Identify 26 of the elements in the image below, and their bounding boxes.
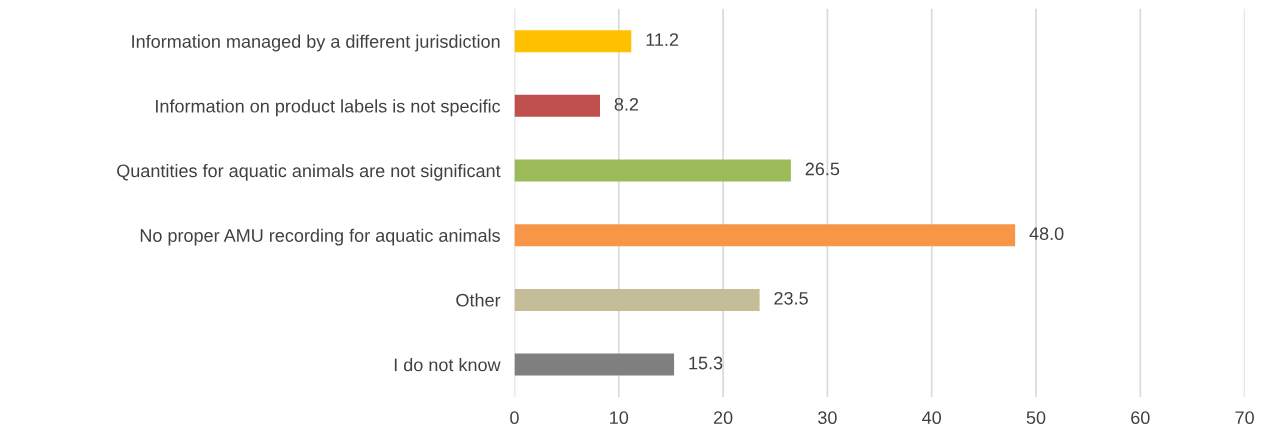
x-tick-label: 0 — [510, 411, 519, 425]
data-label: 48.0 — [1029, 227, 1064, 241]
bar — [514, 353, 675, 376]
data-label: 23.5 — [774, 291, 808, 305]
bar — [514, 159, 791, 182]
x-tick-label: 30 — [818, 411, 837, 425]
data-label: 11.2 — [646, 33, 679, 46]
x-tick-label: 50 — [1026, 411, 1046, 425]
x-tick-label: 60 — [1131, 411, 1150, 425]
data-label: 15.3 — [689, 356, 723, 370]
bar — [514, 94, 601, 117]
y-tick-label: No proper AMU recording for aquatic animals — [140, 228, 500, 246]
bar — [514, 30, 632, 53]
bar — [514, 224, 1016, 247]
y-tick-label: Quantities for aquatic animals are not significant — [117, 163, 501, 181]
bar — [514, 288, 760, 311]
data-label: 26.5 — [805, 162, 840, 176]
data-label: 8.2 — [614, 97, 639, 111]
x-tick-label: 40 — [922, 411, 942, 425]
x-tick-label: 20 — [713, 411, 733, 425]
y-tick-label: Other — [456, 293, 501, 307]
x-tick-label: 70 — [1235, 411, 1254, 425]
y-tick-label: Information on product labels is not specific — [156, 99, 501, 117]
x-tick-label: 10 — [610, 411, 629, 425]
y-tick-label: I do not know — [394, 358, 501, 372]
y-tick-label: Information managed by a different jurisdiction — [132, 34, 500, 52]
